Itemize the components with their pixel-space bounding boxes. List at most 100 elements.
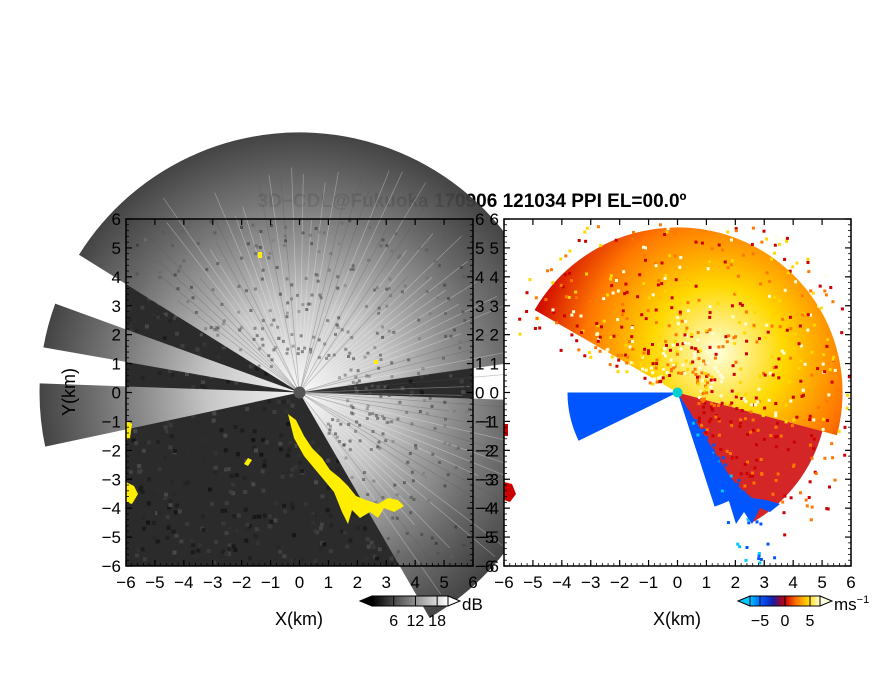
noise-pixel [369, 540, 374, 545]
velocity-pixel [518, 332, 522, 336]
velocity-pixel [609, 274, 613, 278]
noise-pixel [412, 382, 417, 387]
noise-pixel [185, 521, 190, 526]
velocity-pixel [599, 244, 603, 248]
noise-pixel [185, 372, 189, 377]
noise-pixel [226, 467, 231, 472]
noise-pixel [384, 386, 389, 391]
velocity-pixel [651, 362, 655, 366]
reflectivity-ray [299, 277, 433, 393]
velocity-pixel [616, 318, 620, 322]
reflectivity-ray [214, 192, 300, 393]
grain-pixel [308, 302, 312, 306]
grain-pixel [453, 562, 457, 566]
velocity-pixel [847, 375, 851, 379]
grain-pixel [395, 516, 399, 520]
grain-pixel [420, 532, 424, 536]
noise-pixel [276, 545, 281, 550]
velocity-pixel [753, 325, 757, 329]
noise-pixel [236, 513, 241, 518]
grain-pixel [425, 248, 429, 252]
noise-pixel [209, 337, 214, 342]
velocity-pixel [665, 343, 668, 347]
noise-pixel [381, 545, 386, 550]
velocity-pixel [684, 359, 688, 363]
velocity-pixel [744, 400, 748, 404]
colorbar-tick-label: 5 [806, 613, 815, 630]
reflectivity-ray [215, 241, 300, 393]
velocity-pixel [673, 232, 677, 236]
velocity-pixel [719, 373, 723, 377]
velocity-pixel [717, 417, 721, 421]
velocity-pixel [702, 397, 706, 401]
velocity-pixel [785, 328, 789, 332]
velocity-pixel [788, 269, 792, 273]
velocity-pixel [676, 301, 680, 305]
velocity-pixel [826, 419, 829, 422]
velocity-pixel [694, 419, 698, 423]
noise-pixel [156, 440, 161, 444]
velocity-pixel [703, 372, 707, 376]
velocity-pixel [658, 323, 661, 327]
noise-pixel [201, 459, 206, 464]
noise-pixel [213, 451, 218, 456]
grain-pixel [358, 423, 362, 427]
left-highlight-echoes [126, 252, 404, 524]
velocity-pixel [663, 347, 667, 351]
velocity-pixel [700, 371, 704, 375]
reflectivity-ray [160, 276, 300, 393]
y-tick-label: 6 [112, 210, 121, 229]
velocity-pixel [810, 373, 814, 377]
x-tick-label: 3 [382, 573, 391, 592]
grain-pixel [318, 293, 322, 297]
velocity-pixel [738, 302, 742, 306]
noise-pixel [315, 530, 320, 535]
grain-pixel [285, 277, 289, 281]
velocity-pixel [563, 314, 566, 318]
velocity-pixel [755, 443, 758, 447]
velocity-pixel [767, 398, 771, 402]
velocity-pixel [752, 428, 755, 432]
velocity-pixel [782, 511, 786, 515]
velocity-pixel [698, 349, 702, 353]
grain-pixel [467, 339, 471, 343]
velocity-pixel [751, 252, 755, 256]
velocity-pixel [762, 371, 765, 375]
noise-pixel [243, 507, 248, 512]
grain-pixel [350, 336, 354, 340]
noise-pixel [377, 547, 382, 552]
velocity-pixel [803, 362, 807, 366]
grain-pixel [336, 323, 339, 327]
y-tick-label: −6 [480, 557, 499, 576]
noise-pixel [313, 559, 318, 564]
velocity-pixel [697, 402, 701, 406]
grain-pixel [425, 290, 429, 294]
noise-pixel [168, 503, 173, 508]
noise-pixel [157, 511, 162, 515]
grain-pixel [443, 238, 447, 241]
grain-pixel [417, 372, 421, 375]
noise-pixel [216, 355, 221, 360]
velocity-pixel [585, 272, 589, 276]
velocity-pixel [749, 430, 753, 434]
grain-pixel [255, 334, 259, 338]
velocity-pixel [659, 348, 663, 352]
y-tick-label: 5 [112, 239, 121, 258]
velocity-pixel [687, 410, 691, 414]
velocity-pixel [732, 336, 736, 340]
velocity-pixel [696, 382, 700, 386]
velocity-pixel [546, 269, 550, 273]
velocity-pixel [712, 403, 716, 407]
velocity-pixel [555, 321, 559, 325]
noise-pixel [191, 414, 196, 419]
noise-pixel [140, 547, 145, 552]
x-tick-label: 5 [439, 573, 448, 592]
x-tick-label: 3 [760, 573, 769, 592]
noise-pixel [162, 336, 167, 341]
velocity-pixel [757, 557, 761, 561]
grain-pixel [443, 484, 447, 488]
grain-pixel [253, 326, 257, 330]
velocity-pixel [744, 558, 748, 562]
colorbar-tick-label: −5 [751, 613, 769, 630]
velocity-pixel [673, 339, 677, 343]
